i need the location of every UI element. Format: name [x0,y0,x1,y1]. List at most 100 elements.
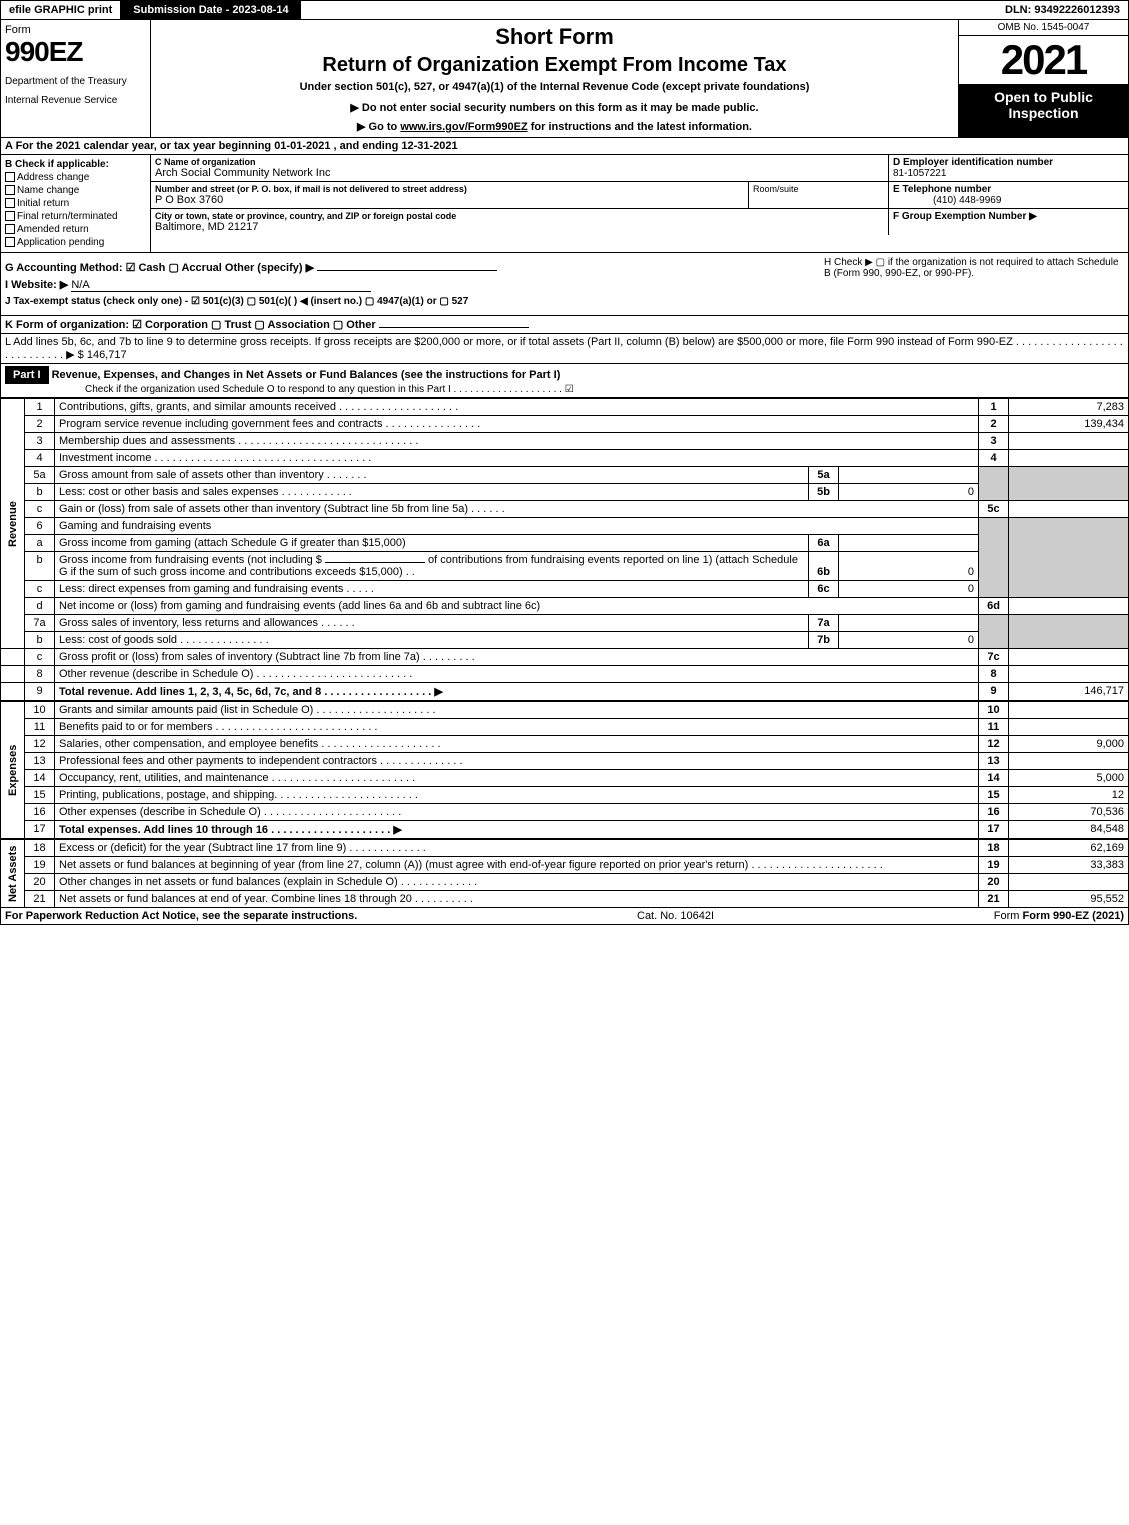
line-1-ref: 1 [979,399,1009,416]
line-14-amt: 5,000 [1009,770,1129,787]
efile-print-button[interactable]: efile GRAPHIC print [1,1,121,19]
revenue-table: Revenue 1 Contributions, gifts, grants, … [0,398,1129,701]
top-bar: efile GRAPHIC print Submission Date - 20… [0,0,1129,20]
line-13-num: 13 [25,753,55,770]
line-5b-num: b [25,484,55,501]
line-7b-num: b [25,632,55,649]
part-i-title: Revenue, Expenses, and Changes in Net As… [52,369,561,381]
line-5b-desc: Less: cost or other basis and sales expe… [55,484,809,501]
line-8-ref: 8 [979,666,1009,683]
expenses-table: Expenses 10 Grants and similar amounts p… [0,701,1129,839]
line-4-desc: Investment income . . . . . . . . . . . … [55,450,979,467]
expenses-side-label: Expenses [1,702,25,839]
header-center: Short Form Return of Organization Exempt… [151,20,958,137]
line-7b-iv: 0 [839,632,979,649]
open-to-public: Open to Public Inspection [959,85,1128,137]
section-ghi: G Accounting Method: ☑ Cash ▢ Accrual Ot… [0,253,1129,316]
line-21-ref: 21 [979,891,1009,908]
section-c-name: C Name of organization Arch Social Commu… [151,155,888,181]
line-17-amt: 84,548 [1009,821,1129,839]
line-16-num: 16 [25,804,55,821]
goto-link[interactable]: www.irs.gov/Form990EZ [400,121,527,133]
opt-application-pending[interactable]: Application pending [5,237,146,248]
line-14-num: 14 [25,770,55,787]
line-5c-ref: 5c [979,501,1009,518]
line-4-amt [1009,450,1129,467]
line-6c-desc: Less: direct expenses from gaming and fu… [55,581,809,598]
line-3-num: 3 [25,433,55,450]
gray-5ab [979,467,1009,501]
line-5a-desc: Gross amount from sale of assets other t… [55,467,809,484]
line-6-desc: Gaming and fundraising events [55,518,979,535]
line-6c-in: 6c [809,581,839,598]
line-20-amt [1009,874,1129,891]
line-10-desc: Grants and similar amounts paid (list in… [55,702,979,719]
footer-center: Cat. No. 10642I [637,910,714,922]
section-l-value: 146,717 [87,349,127,361]
line-12-amt: 9,000 [1009,736,1129,753]
line-8-desc: Other revenue (describe in Schedule O) .… [55,666,979,683]
line-11-ref: 11 [979,719,1009,736]
c-name-label: C Name of organization [155,157,884,167]
line-4-num: 4 [25,450,55,467]
line-7a-num: 7a [25,615,55,632]
part-i-check: Check if the organization used Schedule … [5,384,1124,395]
room-suite: Room/suite [748,182,888,208]
line-6d-num: d [25,598,55,615]
opt-amended-return[interactable]: Amended return [5,224,146,235]
line-12-desc: Salaries, other compensation, and employ… [55,736,979,753]
line-6-num: 6 [25,518,55,535]
line-18-amt: 62,169 [1009,840,1129,857]
gi-left: G Accounting Method: ☑ Cash ▢ Accrual Ot… [5,257,824,311]
footer: For Paperwork Reduction Act Notice, see … [0,908,1129,925]
dept-irs: Internal Revenue Service [5,95,146,106]
line-16-ref: 16 [979,804,1009,821]
line-6b-num: b [25,552,55,581]
footer-right: Form Form 990-EZ (2021) [994,910,1124,922]
line-19-ref: 19 [979,857,1009,874]
submission-date-button[interactable]: Submission Date - 2023-08-14 [121,1,300,19]
section-f: F Group Exemption Number ▶ [888,209,1128,235]
line-19-num: 19 [25,857,55,874]
line-8-num: 8 [25,666,55,683]
f-label: F Group Exemption Number ▶ [893,211,1037,222]
section-l-text: L Add lines 5b, 6c, and 7b to line 9 to … [5,336,1123,361]
form-number: 990EZ [5,36,146,68]
line-18-desc: Excess or (deficit) for the year (Subtra… [55,840,979,857]
under-section: Under section 501(c), 527, or 4947(a)(1)… [155,81,954,93]
opt-address-change[interactable]: Address change [5,172,146,183]
section-c-city: City or town, state or province, country… [151,209,888,235]
line-3-desc: Membership dues and assessments . . . . … [55,433,979,450]
line-9-desc: Total revenue. Add lines 1, 2, 3, 4, 5c,… [55,683,979,701]
line-20-desc: Other changes in net assets or fund bala… [55,874,979,891]
line-1-amt: 7,283 [1009,399,1129,416]
opt-name-change[interactable]: Name change [5,185,146,196]
return-title: Return of Organization Exempt From Incom… [155,54,954,77]
line-6a-num: a [25,535,55,552]
goto-pre: ▶ Go to [357,121,400,133]
line-6a-in: 6a [809,535,839,552]
line-11-amt [1009,719,1129,736]
line-15-num: 15 [25,787,55,804]
gray-5ab-amt [1009,467,1129,501]
line-12-ref: 12 [979,736,1009,753]
opt-initial-return[interactable]: Initial return [5,198,146,209]
donot-warning: ▶ Do not enter social security numbers o… [155,101,954,114]
section-b-label: B Check if applicable: [5,159,146,170]
line-7b-desc: Less: cost of goods sold . . . . . . . .… [55,632,809,649]
line-6d-ref: 6d [979,598,1009,615]
line-2-ref: 2 [979,416,1009,433]
opt-final-return[interactable]: Final return/terminated [5,211,146,222]
line-11-num: 11 [25,719,55,736]
line-6d-desc: Net income or (loss) from gaming and fun… [55,598,979,615]
line-6a-iv [839,535,979,552]
line-16-amt: 70,536 [1009,804,1129,821]
line-2-amt: 139,434 [1009,416,1129,433]
org-city: Baltimore, MD 21217 [155,221,884,233]
line-7b-in: 7b [809,632,839,649]
line-9-ref: 9 [979,683,1009,701]
line-18-num: 18 [25,840,55,857]
line-1-desc: Contributions, gifts, grants, and simila… [55,399,979,416]
line-14-desc: Occupancy, rent, utilities, and maintena… [55,770,979,787]
revenue-side-label: Revenue [1,399,25,649]
